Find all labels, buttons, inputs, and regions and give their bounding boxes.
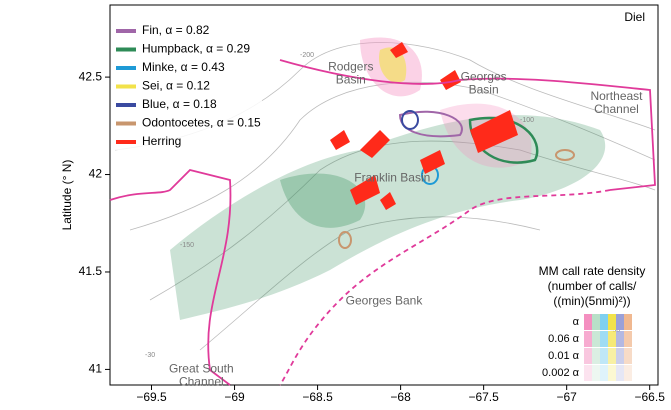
density-swatch xyxy=(616,331,624,347)
density-swatch xyxy=(624,365,632,381)
contour-label: -200 xyxy=(300,52,314,59)
density-legend-row: 0.002 α xyxy=(542,367,580,379)
density-swatch xyxy=(616,314,624,330)
place-label: Georges Bank xyxy=(346,293,424,307)
density-swatch xyxy=(608,365,616,381)
density-legend-title: (number of calls/ xyxy=(548,279,637,293)
density-swatch xyxy=(584,348,592,364)
contour-label: -150 xyxy=(180,242,194,249)
density-swatch xyxy=(624,314,632,330)
density-swatch xyxy=(592,331,600,347)
contour-label: -50 xyxy=(610,327,620,334)
x-tick-label: −68 xyxy=(390,390,411,404)
y-tick-label: 41.5 xyxy=(79,264,103,278)
y-tick-label: 42 xyxy=(89,167,103,181)
density-swatch xyxy=(600,314,608,330)
density-swatch xyxy=(592,365,600,381)
density-swatch xyxy=(584,314,592,330)
density-swatch xyxy=(600,348,608,364)
legend-label: Blue, α = 0.18 xyxy=(142,97,217,111)
legend-label: Minke, α = 0.43 xyxy=(142,60,225,74)
place-label: Georges xyxy=(461,69,507,83)
legend-label: Sei, α = 0.12 xyxy=(142,79,210,93)
x-tick-label: −69.5 xyxy=(136,390,167,404)
density-swatch xyxy=(584,365,592,381)
density-swatch xyxy=(608,348,616,364)
y-tick-label: 42.5 xyxy=(79,69,103,83)
density-swatch xyxy=(600,331,608,347)
density-swatch xyxy=(592,348,600,364)
place-label: Basin xyxy=(336,73,366,87)
density-swatch xyxy=(608,314,616,330)
x-tick-label: −69 xyxy=(224,390,245,404)
legend-box xyxy=(112,20,262,150)
y-tick-label: 41 xyxy=(89,362,103,376)
contour-label: -100 xyxy=(520,117,534,124)
density-legend-row: α xyxy=(573,316,580,328)
density-legend-title: ((min)(5nmi)²)) xyxy=(553,294,630,308)
x-tick-label: −68.5 xyxy=(302,390,333,404)
density-legend-row: 0.06 α xyxy=(548,333,579,345)
place-label: Great South xyxy=(169,362,234,376)
place-label: Basin xyxy=(469,82,499,96)
herring-patches xyxy=(330,42,518,210)
density-swatch xyxy=(624,331,632,347)
panel-label: Diel xyxy=(624,10,645,24)
contour-label: -30 xyxy=(145,352,155,359)
legend-label: Fin, α = 0.82 xyxy=(142,23,210,37)
x-tick-label: −66.5 xyxy=(635,390,666,404)
place-label: Rodgers xyxy=(328,60,373,74)
place-label: Channel xyxy=(594,102,639,116)
place-label: Channel xyxy=(179,375,224,389)
density-swatch xyxy=(600,365,608,381)
place-label: Northeast xyxy=(590,89,643,103)
legend-label: Herring xyxy=(142,134,181,148)
y-axis-label: Latitude (° N) xyxy=(60,160,74,231)
x-tick-label: −67 xyxy=(556,390,577,404)
density-swatch xyxy=(616,348,624,364)
x-tick-label: −67.5 xyxy=(468,390,499,404)
density-legend-title: MM call rate density xyxy=(539,264,646,278)
density-swatch xyxy=(624,348,632,364)
coastline xyxy=(109,59,656,386)
density-swatch xyxy=(616,365,624,381)
density-swatch xyxy=(592,314,600,330)
legend-label: Humpback, α = 0.29 xyxy=(142,42,250,56)
place-label: Franklin Basin xyxy=(354,171,430,185)
density-legend-row: 0.01 α xyxy=(548,350,579,362)
density-swatch xyxy=(608,331,616,347)
density-swatch xyxy=(584,331,592,347)
legend-label: Odontocetes, α = 0.15 xyxy=(142,116,261,130)
